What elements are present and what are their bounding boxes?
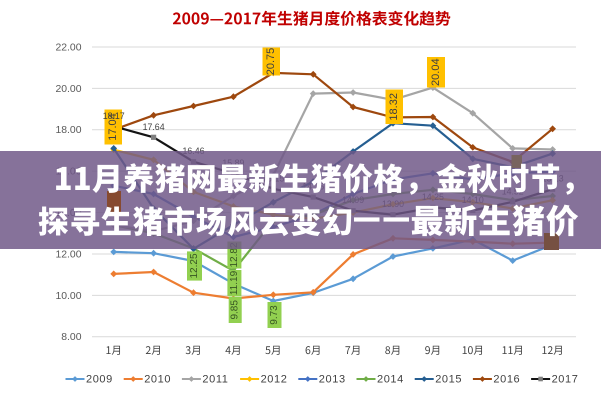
svg-text:2013: 2013	[319, 374, 346, 386]
svg-text:18.17: 18.17	[103, 111, 125, 121]
svg-text:22.00: 22.00	[55, 42, 81, 53]
svg-text:2011: 2011	[202, 374, 228, 386]
svg-text:12.00: 12.00	[55, 249, 81, 260]
svg-text:2016: 2016	[493, 374, 520, 386]
svg-text:11.19: 11.19	[229, 270, 240, 295]
svg-text:2014: 2014	[377, 374, 404, 386]
svg-text:9.85: 9.85	[230, 300, 241, 320]
svg-text:2015: 2015	[435, 374, 462, 386]
svg-text:18.00: 18.00	[55, 125, 81, 136]
svg-text:20.00: 20.00	[55, 84, 81, 95]
svg-text:17.04: 17.04	[107, 113, 119, 141]
svg-text:2009: 2009	[86, 374, 113, 386]
svg-text:12.25: 12.25	[189, 253, 200, 278]
svg-text:8.00: 8.00	[61, 332, 81, 343]
svg-text:10.00: 10.00	[55, 291, 81, 302]
svg-text:2010: 2010	[144, 374, 171, 386]
svg-text:2012: 2012	[261, 374, 288, 386]
svg-text:2017: 2017	[552, 374, 579, 386]
svg-text:12.82: 12.82	[229, 242, 240, 267]
svg-text:20.75: 20.75	[265, 48, 277, 76]
svg-text:20.04: 20.04	[430, 58, 442, 86]
svg-text:18.32: 18.32	[388, 93, 400, 121]
svg-text:17.64: 17.64	[143, 122, 165, 132]
svg-text:9.73: 9.73	[269, 305, 280, 325]
